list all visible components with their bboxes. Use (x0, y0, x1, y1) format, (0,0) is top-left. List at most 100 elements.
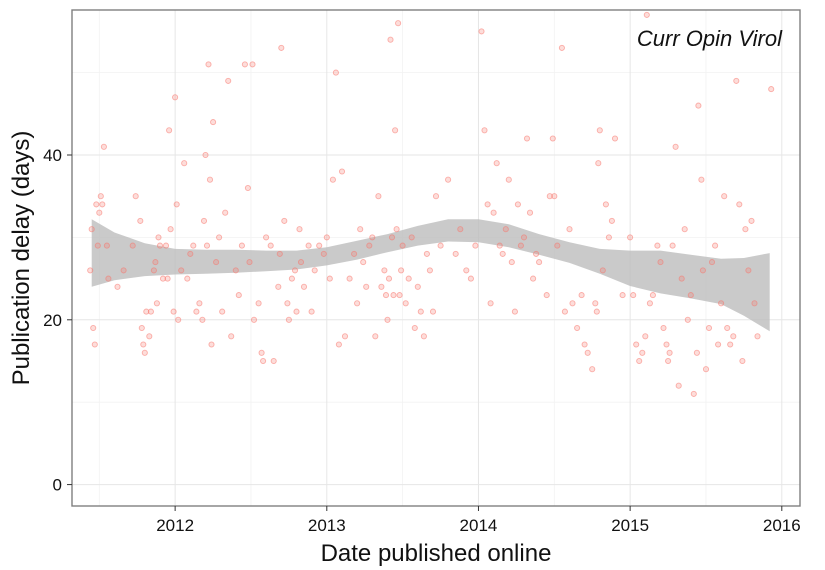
data-point (411, 324, 418, 332)
data-point (351, 250, 358, 257)
data-point (561, 308, 568, 315)
data-point (222, 209, 229, 216)
data-point (132, 193, 139, 200)
data-point (636, 357, 643, 365)
data-point (162, 242, 170, 249)
data-point (452, 250, 459, 257)
data-point (712, 242, 719, 249)
data-point (258, 349, 265, 356)
data-point (338, 168, 346, 175)
data-point (733, 77, 740, 84)
data-point (649, 292, 656, 299)
data-point (533, 250, 540, 257)
data-point (730, 333, 737, 340)
data-point (360, 259, 367, 266)
data-point (472, 242, 479, 249)
data-point (426, 267, 433, 274)
data-point (232, 267, 239, 274)
data-point (138, 324, 145, 332)
data-point (660, 324, 667, 332)
data-point (393, 226, 400, 233)
data-point (147, 308, 154, 315)
data-point (414, 283, 421, 290)
data-point (143, 308, 150, 315)
data-point (751, 300, 758, 307)
data-point (278, 44, 285, 51)
data-point (172, 94, 179, 101)
data-point (630, 292, 637, 299)
data-point (678, 275, 685, 282)
data-point (405, 275, 412, 282)
data-point (481, 127, 488, 134)
data-point (402, 300, 409, 307)
data-point (190, 242, 197, 249)
data-point (246, 259, 253, 266)
data-point (724, 324, 731, 332)
data-point (754, 333, 761, 340)
data-point (93, 201, 100, 208)
data-point (445, 176, 452, 183)
data-point (490, 209, 497, 216)
data-point (96, 209, 103, 216)
data-point (665, 357, 672, 365)
data-point (718, 300, 725, 307)
y-tick-label: 20 (43, 311, 62, 330)
data-point (382, 292, 390, 299)
data-point (399, 242, 406, 249)
data-point (408, 234, 415, 241)
data-point (156, 242, 164, 249)
data-point (260, 357, 267, 365)
x-tick-label: 2016 (763, 516, 801, 535)
data-point (698, 176, 705, 183)
y-tick-label: 0 (53, 476, 62, 495)
data-point (159, 275, 167, 282)
data-point (366, 242, 373, 249)
data-point (205, 61, 212, 68)
data-point (530, 275, 537, 282)
data-point (748, 217, 755, 224)
chart-annotation: Curr Opin Virol (637, 26, 783, 51)
data-point (369, 234, 376, 241)
data-point (213, 259, 220, 266)
data-point (120, 267, 127, 274)
data-point (605, 234, 612, 241)
data-point (739, 357, 746, 365)
data-point (423, 250, 430, 257)
data-point (502, 226, 509, 233)
data-point (429, 308, 437, 315)
data-point (558, 44, 565, 51)
data-point (551, 193, 558, 200)
data-point (354, 300, 361, 307)
data-point (141, 349, 148, 356)
x-tick-label: 2015 (611, 516, 649, 535)
data-point (216, 234, 223, 241)
data-point (708, 259, 716, 266)
data-point (508, 259, 515, 266)
data-point (721, 193, 728, 200)
data-point (114, 283, 121, 290)
data-point (316, 242, 323, 249)
data-point (164, 275, 171, 282)
data-point (103, 242, 110, 249)
data-point (611, 135, 619, 142)
data-point (666, 349, 673, 356)
data-point (293, 308, 300, 315)
data-point (487, 300, 494, 307)
data-point (199, 316, 206, 323)
data-point (390, 292, 397, 299)
data-point (100, 143, 107, 150)
data-point (385, 275, 393, 282)
data-point (745, 267, 752, 274)
data-point (341, 333, 349, 340)
data-point (323, 234, 330, 241)
data-point (378, 283, 385, 290)
data-point (203, 242, 211, 249)
data-point (129, 242, 136, 249)
data-point (432, 193, 440, 200)
data-point (398, 267, 405, 274)
data-point (184, 275, 191, 282)
data-point (417, 308, 424, 315)
data-point (270, 357, 277, 365)
data-point (592, 300, 599, 307)
